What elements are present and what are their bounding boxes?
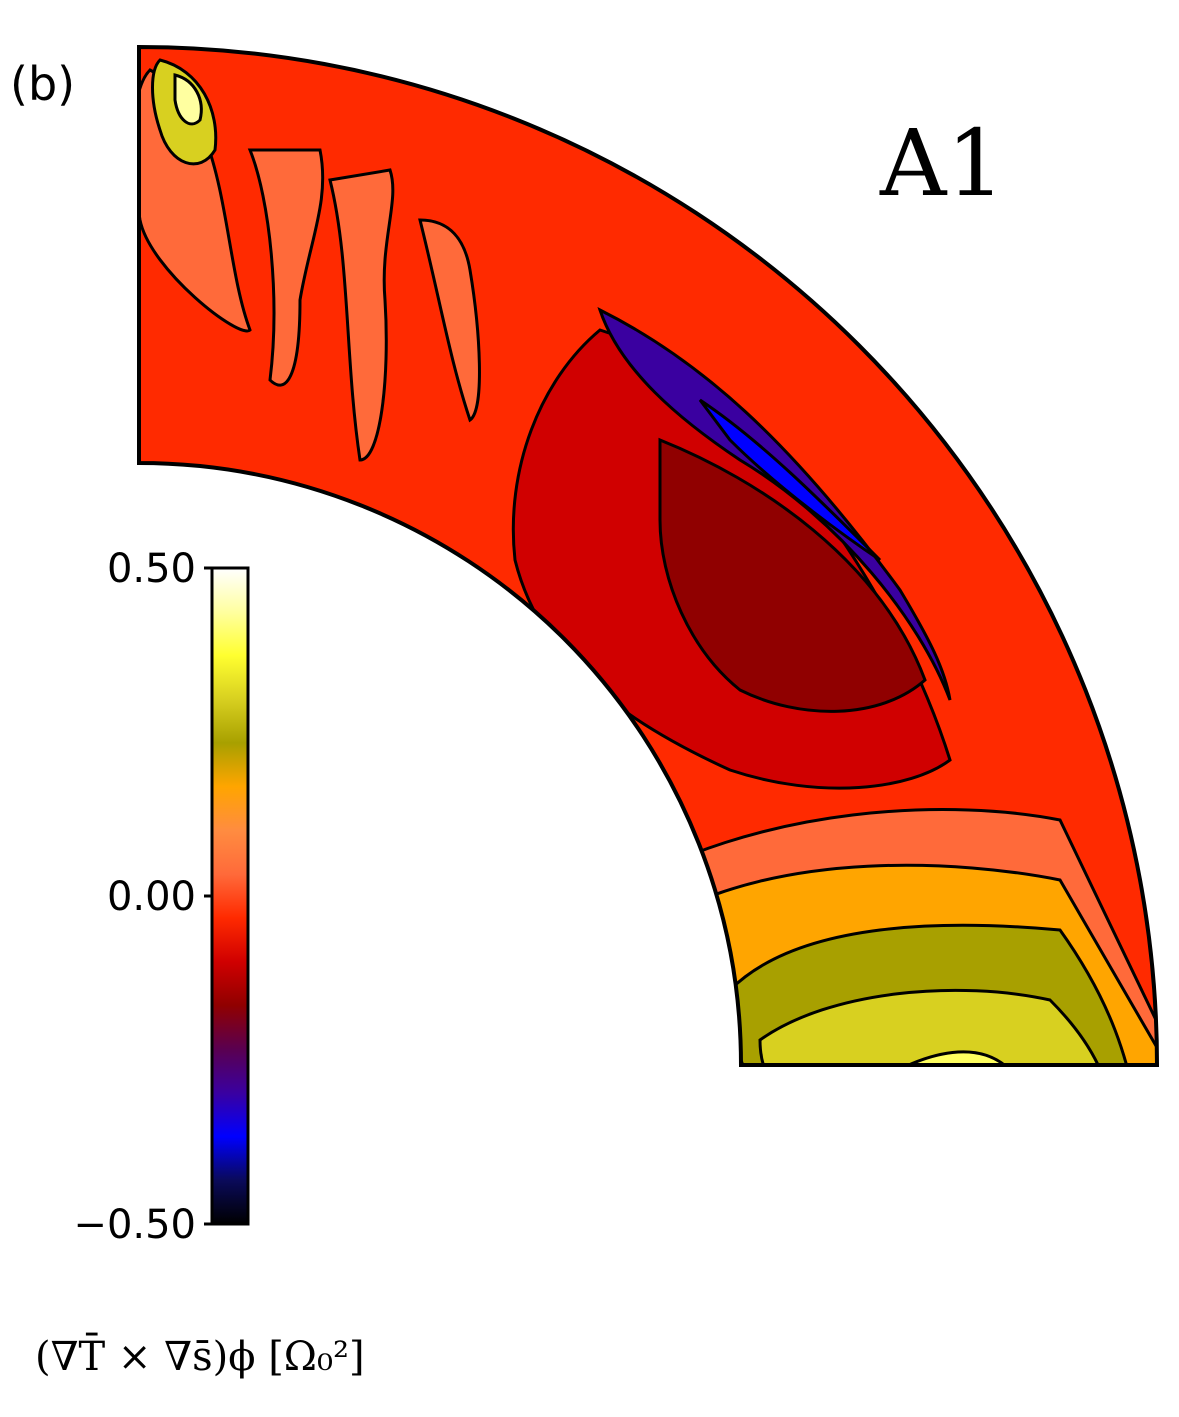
case-label: A1 [879,110,1005,217]
region-base-red [740,1290,1160,1400]
colorbar-tick-label: 0.50 [107,546,196,592]
polar-plume-2 [247,148,325,387]
region-yellow-bright [878,1050,1015,1065]
colorbar-tick-label: −0.50 [73,1202,196,1248]
region-violet-band [597,307,952,701]
colorbar: 0.50 0.00 −0.50 (∇T̄ × ∇s̄)ϕ [Ω₀²] [35,546,365,1380]
region-blue-streak [698,398,882,562]
colorbar-bar [210,566,250,1226]
polar-edge-dark [59,150,130,380]
panel-label: (b) [10,57,75,111]
polar-plume-3 [328,168,395,462]
region-yellow [758,988,1114,1065]
region-surface-band [740,1170,1160,1290]
polar-cap-pale [173,73,203,126]
region-deep-red-core [658,437,927,713]
shell-outline [137,44,1160,1067]
colorbar-title: (∇T̄ × ∇s̄)ϕ [Ω₀²] [35,1333,365,1380]
colorbar-ticks: 0.50 0.00 −0.50 [73,546,212,1248]
polar-plume-4 [418,218,481,423]
colorbar-tick-label: 0.00 [107,874,196,920]
